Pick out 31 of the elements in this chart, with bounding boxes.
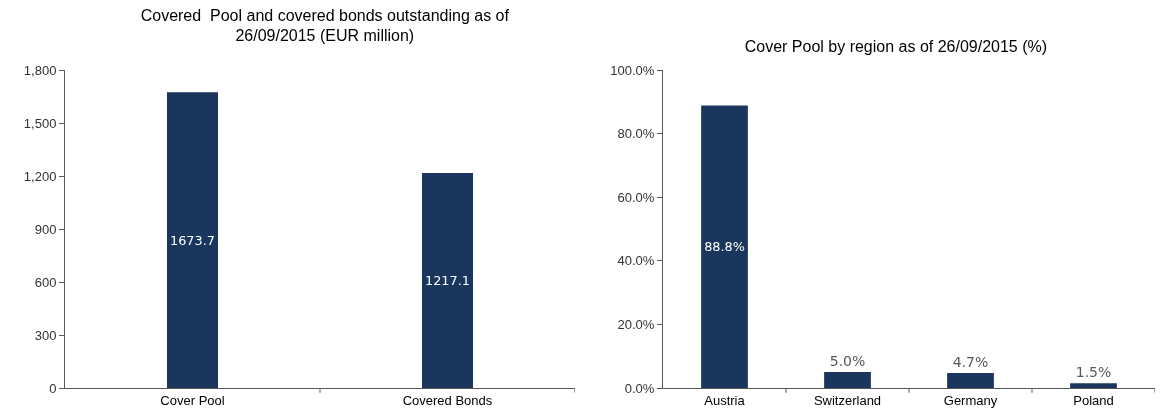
bar bbox=[1070, 383, 1117, 388]
y-tick-label: 900 bbox=[34, 221, 57, 237]
y-tick-label: 1,500 bbox=[23, 115, 57, 131]
x-tick-label: Covered Bonds bbox=[402, 392, 493, 408]
y-tick-label: 60.0% bbox=[617, 189, 655, 205]
y-tick-label: 0 bbox=[49, 380, 57, 396]
data-label: 1673.7 bbox=[170, 232, 215, 248]
x-tick-label: Austria bbox=[704, 392, 746, 408]
x-tick-label: Germany bbox=[943, 392, 998, 408]
y-tick-label: 20.0% bbox=[617, 316, 655, 332]
data-label: 5.0% bbox=[829, 353, 866, 370]
bar bbox=[947, 373, 994, 388]
y-tick-label: 40.0% bbox=[617, 253, 655, 269]
y-tick-label: 100.0% bbox=[610, 62, 655, 78]
x-tick-label: Cover Pool bbox=[160, 392, 225, 408]
x-tick-label: Poland bbox=[1073, 392, 1114, 408]
data-label: 4.7% bbox=[952, 354, 989, 371]
y-tick-label: 300 bbox=[34, 327, 57, 343]
data-label: 1.5% bbox=[1075, 364, 1112, 381]
chart-title: Cover Pool by region as of 26/09/2015 (%) bbox=[744, 38, 1048, 56]
data-label: 88.8% bbox=[704, 239, 745, 255]
y-tick-label: 0.0% bbox=[624, 380, 655, 396]
bar bbox=[824, 372, 871, 388]
bar bbox=[701, 105, 748, 388]
x-tick-label: Switzerland bbox=[813, 392, 882, 408]
y-tick-label: 1,800 bbox=[23, 62, 57, 78]
y-tick-label: 1,200 bbox=[23, 168, 57, 184]
chart-title: Covered Pool and covered bonds outstanding as of 26/09/2015 (EUR million) bbox=[140, 6, 510, 45]
y-tick-label: 600 bbox=[34, 274, 57, 290]
data-label: 1217.1 bbox=[425, 273, 470, 289]
y-tick-label: 80.0% bbox=[617, 126, 655, 142]
